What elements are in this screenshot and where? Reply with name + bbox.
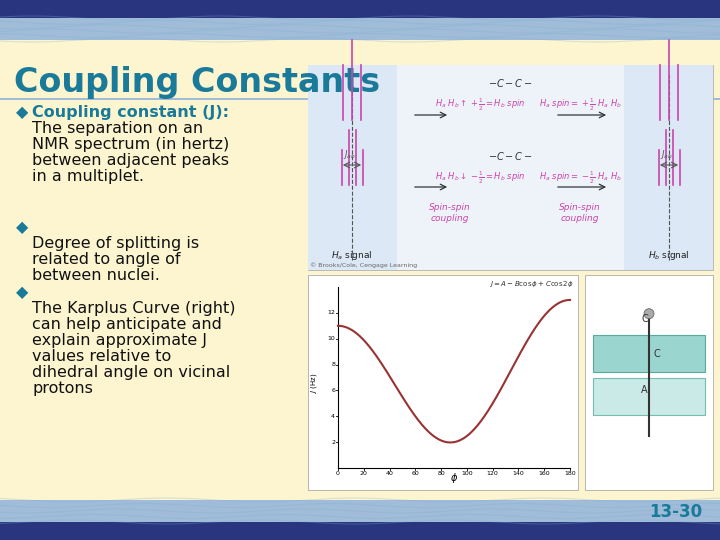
Bar (0, 18, 720, 40)
Text: between nuclei.: between nuclei. (32, 268, 160, 283)
Text: explain approximate J: explain approximate J (32, 333, 207, 348)
Bar (0, 98, 720, 100)
Text: $J_{ab}$: $J_{ab}$ (343, 148, 356, 161)
Text: The Karplus Curve (right): The Karplus Curve (right) (32, 301, 235, 316)
Text: 10: 10 (328, 336, 335, 341)
Text: coupling: coupling (561, 214, 599, 223)
Text: 20: 20 (360, 471, 368, 476)
Text: $J$ (Hz): $J$ (Hz) (309, 373, 319, 394)
Bar (397, 65, 624, 270)
Text: values relative to: values relative to (32, 349, 171, 364)
Text: C: C (641, 314, 648, 325)
Bar (308, 65, 397, 270)
Text: 12: 12 (327, 310, 335, 315)
Text: in a multiplet.: in a multiplet. (32, 169, 144, 184)
Text: Spin-spin: Spin-spin (559, 203, 601, 212)
Bar (585, 275, 713, 490)
Text: between adjacent peaks: between adjacent peaks (32, 153, 229, 168)
Bar (0, 0, 720, 18)
Text: $J_{ab}$: $J_{ab}$ (660, 148, 672, 161)
Text: $-C-C-$: $-C-C-$ (487, 77, 532, 89)
Text: $H_a$ signal: $H_a$ signal (331, 249, 373, 262)
Text: ◆: ◆ (16, 285, 28, 300)
Bar (624, 65, 713, 270)
Text: NMR spectrum (in hertz): NMR spectrum (in hertz) (32, 137, 229, 152)
Text: Spin-spin: Spin-spin (429, 203, 471, 212)
Text: 180: 180 (564, 471, 576, 476)
Text: C: C (653, 349, 660, 359)
Text: Coupling constant (J):: Coupling constant (J): (32, 105, 229, 120)
Bar (0, 0, 720, 18)
Text: 8: 8 (331, 362, 335, 367)
Text: $\phi$: $\phi$ (450, 471, 458, 485)
Bar (0, 500, 720, 522)
Bar (0, 18, 720, 40)
Text: 40: 40 (386, 471, 394, 476)
Text: 140: 140 (513, 471, 524, 476)
Bar (0, 0, 720, 40)
Text: dihedral angle on vicinal: dihedral angle on vicinal (32, 365, 230, 380)
Text: protons: protons (32, 381, 93, 396)
Polygon shape (593, 378, 705, 415)
Text: 0: 0 (336, 471, 340, 476)
Bar (0, 522, 720, 540)
Text: $H_b$ signal: $H_b$ signal (648, 249, 690, 262)
Text: coupling: coupling (431, 214, 469, 223)
Text: $-C-C-$: $-C-C-$ (487, 150, 532, 162)
Text: A: A (641, 385, 647, 395)
Text: related to angle of: related to angle of (32, 252, 181, 267)
Text: 80: 80 (437, 471, 445, 476)
Text: $H_a\ spin = +\frac{1}{2}\ H_a\ H_b$: $H_a\ spin = +\frac{1}{2}\ H_a\ H_b$ (539, 97, 621, 113)
Text: ◆: ◆ (16, 220, 28, 235)
Text: 60: 60 (411, 471, 419, 476)
Text: Coupling Constants: Coupling Constants (14, 66, 380, 99)
Text: 120: 120 (487, 471, 498, 476)
Text: $H_a\ H_b \downarrow -\frac{1}{2} = H_b\ spin$: $H_a\ H_b \downarrow -\frac{1}{2} = H_b\… (435, 170, 525, 186)
Polygon shape (593, 335, 705, 372)
Text: The separation on an: The separation on an (32, 121, 203, 136)
Text: $J = A - B\cos\phi + C\cos 2\phi$: $J = A - B\cos\phi + C\cos 2\phi$ (489, 279, 574, 289)
Bar (308, 65, 713, 270)
Text: 100: 100 (461, 471, 473, 476)
Text: $H_a\ H_b \uparrow +\frac{1}{2} = H_b\ spin$: $H_a\ H_b \uparrow +\frac{1}{2} = H_b\ s… (435, 97, 525, 113)
Bar (308, 275, 578, 490)
Text: can help anticipate and: can help anticipate and (32, 317, 222, 332)
Text: Degree of splitting is: Degree of splitting is (32, 236, 199, 251)
Text: ◆: ◆ (16, 105, 28, 120)
Text: 13-30: 13-30 (649, 503, 702, 521)
Text: 2: 2 (331, 440, 335, 444)
Text: 6: 6 (331, 388, 335, 393)
Text: 160: 160 (539, 471, 550, 476)
Circle shape (644, 309, 654, 319)
Text: © Brooks/Cole, Cengage Learning: © Brooks/Cole, Cengage Learning (310, 262, 417, 268)
Text: 4: 4 (331, 414, 335, 419)
Text: $H_a\ spin = -\frac{1}{2}\ H_a\ H_b$: $H_a\ spin = -\frac{1}{2}\ H_a\ H_b$ (539, 170, 621, 186)
